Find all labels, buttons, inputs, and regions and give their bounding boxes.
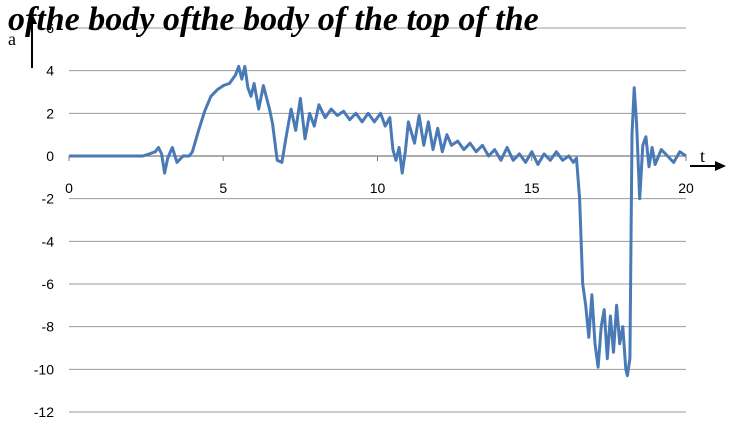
x-tick-label: 5: [219, 180, 227, 196]
y-axis-label: a: [8, 29, 16, 49]
y-tick-label: 6: [46, 20, 54, 36]
series-line: [69, 64, 687, 378]
y-tick-label: 2: [46, 105, 54, 121]
y-axis-arrow-icon: [27, 13, 37, 68]
y-tick-label: -8: [42, 319, 55, 335]
y-tick-label: -10: [34, 361, 54, 377]
y-tick-label: -2: [42, 191, 55, 207]
y-tick-label: -12: [34, 404, 54, 420]
gridlines: [69, 27, 686, 413]
x-tick-label: 20: [678, 180, 694, 196]
x-tick-labels: 0 5 10 15 20: [65, 156, 694, 196]
x-tick-label: 0: [65, 180, 73, 196]
y-tick-label: -4: [42, 233, 55, 249]
y-tick-label: -6: [42, 276, 55, 292]
x-tick-label: 10: [370, 180, 386, 196]
banner-text: ofthe body ofthe body of the top of the: [8, 1, 539, 38]
x-axis-label: t: [700, 146, 705, 166]
y-tick-label: 0: [46, 148, 54, 164]
y-tick-label: 4: [46, 63, 54, 79]
x-axis-arrow-icon: [690, 161, 726, 171]
y-tick-labels: 6 4 2 0 -2 -4 -6 -8 -10 -12: [34, 20, 54, 420]
x-tick-label: 15: [524, 180, 540, 196]
